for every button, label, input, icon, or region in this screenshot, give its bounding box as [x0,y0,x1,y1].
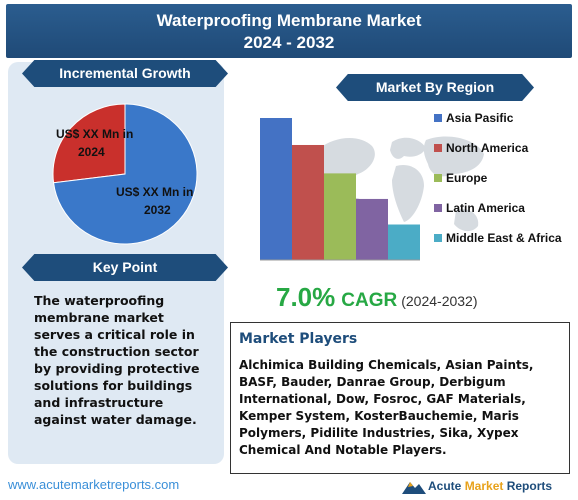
title-line-2: 2024 - 2032 [243,33,335,52]
incremental-growth-pie: US$ XX Mn in 2024 US$ XX Mn in 2032 [50,100,200,248]
footer-url[interactable]: www.acutemarketreports.com [8,477,180,492]
cagr-value: 7.0% [276,282,336,312]
region-bar-1 [292,144,324,260]
legend-swatch-2 [434,174,442,182]
pie-chart: US$ XX Mn in 2024 US$ XX Mn in 2032 [52,103,198,245]
region-bar-chart: Asia Pasific North America Europe Latin Ame… [260,111,562,261]
region-bar-3 [356,198,388,260]
pie-label-2032-line2: 2032 [144,203,171,217]
cagr-label: CAGR [341,290,398,311]
title-line-1: Waterproofing Membrane Market [156,11,422,30]
legend-swatch-4 [434,234,442,242]
region-bar-2 [324,173,356,260]
title-banner: Waterproofing Membrane Market 2024 - 203… [6,4,572,58]
legend-label-4: Middle East & Africa [446,231,562,245]
pie-slice-0 [52,103,126,184]
legend-label-2: Europe [446,171,488,185]
pie-label-2024-line1: US$ XX Mn in [56,127,133,141]
market-by-region-heading: Market By Region [336,74,534,101]
market-players-heading: Market Players [239,331,358,347]
pie-label-2032-line1: US$ XX Mn in [116,185,193,199]
region-bar-4 [388,224,420,260]
market-players-text: Alchimica Building Chemicals, Asian Pain… [239,358,534,457]
cagr-period: (2024-2032) [401,293,478,309]
incremental-growth-heading: Incremental Growth [22,60,228,87]
brand-mountain-icon [402,482,426,494]
legend-label-3: Latin America [446,201,525,215]
legend-swatch-0 [434,114,442,122]
brand-reports: Reports [506,479,553,493]
legend-swatch-3 [434,204,442,212]
legend-label-0: Asia Pasific [446,111,514,125]
brand-market: Market [464,479,504,493]
key-point-text: The waterproofing membrane market serves… [34,293,200,427]
world-map-icon [312,136,484,251]
market-players-box: Market Players Alchimica Building Chemic… [230,322,570,474]
legend-swatch-1 [434,144,442,152]
brand-acute: Acute [428,479,462,493]
brand-logo: Acute Market Reports [402,478,572,496]
pie-label-2024-line2: 2024 [78,145,105,159]
cagr-line: 7.0% CAGR (2024-2032) [276,282,478,313]
pie-slice-1 [53,103,198,245]
brand-name: Acute Market Reports [428,479,552,493]
key-point-heading: Key Point [22,254,228,281]
region-bar-0 [260,118,292,260]
legend-label-1: North America [446,141,529,155]
